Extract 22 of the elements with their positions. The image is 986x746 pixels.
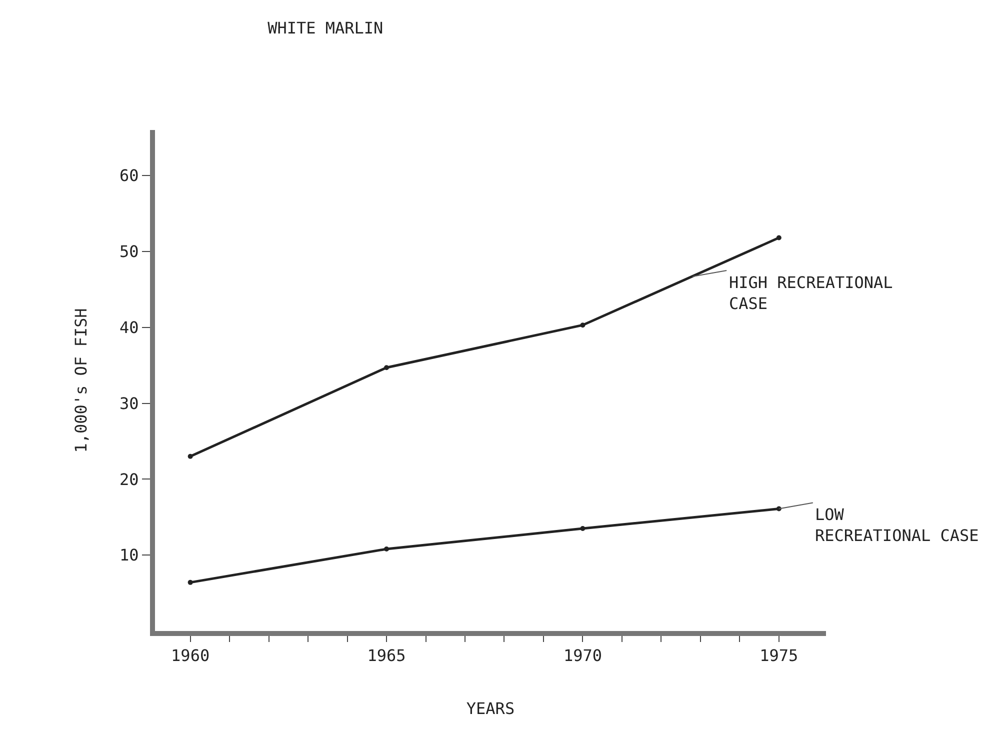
x-tick-label: 1970	[563, 646, 602, 666]
chart-title: WHITE MARLIN	[268, 18, 384, 38]
annotation: LOW RECREATIONAL CASE	[815, 505, 979, 545]
y-tick-label: 40	[120, 318, 139, 337]
x-axis-title: YEARS	[466, 698, 515, 718]
x-tick-label: 1960	[171, 646, 210, 666]
x-tick-label: 1975	[760, 646, 798, 666]
point	[776, 235, 782, 240]
point	[384, 546, 390, 552]
y-tick-label: 30	[120, 394, 139, 413]
x-tick-label: 1965	[367, 646, 406, 666]
point	[188, 580, 193, 585]
annotation: HIGH RECREATIONAL CASE	[729, 273, 893, 313]
point	[188, 454, 193, 459]
y-tick-label: 50	[120, 242, 139, 262]
y-tick-label: 10	[120, 546, 139, 565]
point	[384, 365, 390, 370]
y-tick-label: 60	[120, 166, 139, 186]
y-axis-title: 1,000's OF FISH	[71, 308, 90, 453]
y-tick-label: 20	[120, 470, 139, 489]
point	[580, 526, 586, 532]
point	[580, 322, 586, 328]
